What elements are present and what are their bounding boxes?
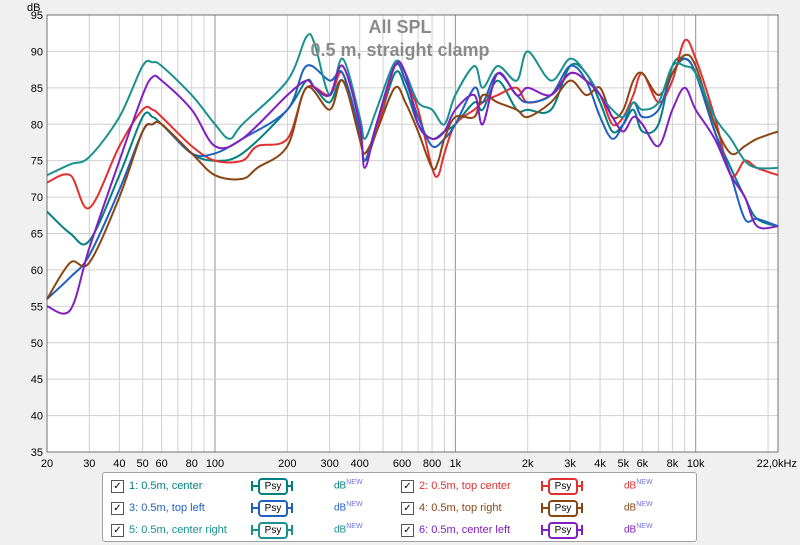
db-new-label: dBNEW bbox=[624, 501, 653, 514]
x-tick-label: 300 bbox=[320, 458, 338, 470]
legend-label: 3: 0.5m, top left bbox=[129, 502, 205, 514]
x-tick-label: 60 bbox=[156, 458, 168, 470]
psy-label: Psy bbox=[258, 478, 288, 495]
db-new-label: dBNEW bbox=[334, 523, 363, 536]
psy-smoothing-button[interactable]: Psy bbox=[541, 521, 583, 539]
x-tick-label: 10k bbox=[687, 458, 705, 470]
psy-smoothing-button[interactable]: Psy bbox=[251, 477, 293, 495]
psy-smoothing-button[interactable]: Psy bbox=[251, 499, 293, 517]
legend-item-4: ✓ 4: 0.5m, top right Psy dBNEW bbox=[401, 499, 686, 519]
y-tick-label: 90 bbox=[31, 46, 43, 58]
x-tick-label: 50 bbox=[137, 458, 149, 470]
x-tick-label: 400 bbox=[351, 458, 369, 470]
series-visible-checkbox[interactable]: ✓ bbox=[401, 480, 414, 493]
x-tick-label: 40 bbox=[113, 458, 125, 470]
series-visible-checkbox[interactable]: ✓ bbox=[111, 502, 124, 515]
series-visible-checkbox[interactable]: ✓ bbox=[401, 524, 414, 537]
x-tick-label: 4k bbox=[594, 458, 606, 470]
x-tick-label: 5k bbox=[618, 458, 630, 470]
legend: ✓ 1: 0.5m, center Psy dBNEW ✓ 2: 0.5m, top ce… bbox=[102, 472, 697, 542]
psy-label: Psy bbox=[258, 500, 288, 517]
x-tick-label: 20 bbox=[41, 458, 53, 470]
psy-smoothing-button[interactable]: Psy bbox=[251, 521, 293, 539]
y-axis-label: dB bbox=[27, 2, 40, 14]
series-visible-checkbox[interactable]: ✓ bbox=[111, 480, 124, 493]
db-new-label: dBNEW bbox=[624, 479, 653, 492]
y-tick-label: 45 bbox=[31, 374, 43, 386]
series-line-5 bbox=[46, 32, 779, 177]
psy-label: Psy bbox=[548, 522, 578, 539]
legend-label: 1: 0.5m, center bbox=[129, 480, 203, 492]
x-tick-label: 1k bbox=[450, 458, 462, 470]
series-visible-checkbox[interactable]: ✓ bbox=[401, 502, 414, 515]
x-tick-label: 800 bbox=[423, 458, 441, 470]
chart-subtitle: 0.5 m, straight clamp bbox=[310, 40, 489, 60]
x-tick-label: 6k bbox=[637, 458, 649, 470]
chart-title: All SPL bbox=[368, 17, 431, 37]
db-new-label: dBNEW bbox=[624, 523, 653, 536]
legend-item-2: ✓ 2: 0.5m, top center Psy dBNEW bbox=[401, 477, 686, 497]
y-tick-label: 55 bbox=[31, 301, 43, 313]
series-line-6 bbox=[46, 61, 779, 315]
legend-label: 4: 0.5m, top right bbox=[419, 502, 502, 514]
legend-item-6: ✓ 6: 0.5m, center left Psy dBNEW bbox=[401, 521, 686, 541]
x-tick-label: 30 bbox=[83, 458, 95, 470]
x-tick-label: 3k bbox=[564, 458, 576, 470]
y-tick-label: 35 bbox=[31, 447, 43, 459]
spl-chart: 35 40 45 50 55 60 65 70 75 80 85 90 95 20 30 40 50 60 80 10… bbox=[27, 2, 797, 470]
x-tick-label: 100 bbox=[206, 458, 224, 470]
y-tick-label: 70 bbox=[31, 192, 43, 204]
x-tick-label: 600 bbox=[393, 458, 411, 470]
legend-item-5: ✓ 5: 0.5m, center right Psy dBNEW bbox=[111, 521, 396, 541]
y-tick-label: 85 bbox=[31, 83, 43, 95]
legend-item-3: ✓ 3: 0.5m, top left Psy dBNEW bbox=[111, 499, 396, 519]
series-line-3 bbox=[46, 57, 779, 300]
legend-label: 2: 0.5m, top center bbox=[419, 480, 511, 492]
y-tick-label: 95 bbox=[31, 10, 43, 22]
series-lines bbox=[46, 32, 779, 315]
psy-smoothing-button[interactable]: Psy bbox=[541, 499, 583, 517]
series-visible-checkbox[interactable]: ✓ bbox=[111, 524, 124, 537]
y-tick-label: 65 bbox=[31, 229, 43, 241]
axis-ticks: 35 40 45 50 55 60 65 70 75 80 85 90 95 20 30 40 50 60 80 10… bbox=[31, 10, 705, 470]
x-axis-unit-label: 22,0kHz bbox=[757, 458, 797, 470]
y-tick-label: 80 bbox=[31, 119, 43, 131]
y-tick-label: 50 bbox=[31, 338, 43, 350]
legend-item-1: ✓ 1: 0.5m, center Psy dBNEW bbox=[111, 477, 396, 497]
psy-label: Psy bbox=[548, 478, 578, 495]
x-tick-label: 8k bbox=[667, 458, 679, 470]
x-tick-label: 200 bbox=[278, 458, 296, 470]
y-tick-label: 75 bbox=[31, 156, 43, 168]
db-new-label: dBNEW bbox=[334, 479, 363, 492]
plot-frame bbox=[46, 14, 779, 453]
y-tick-label: 40 bbox=[31, 411, 43, 423]
psy-smoothing-button[interactable]: Psy bbox=[541, 477, 583, 495]
db-new-label: dBNEW bbox=[334, 501, 363, 514]
legend-label: 5: 0.5m, center right bbox=[129, 524, 227, 536]
y-tick-label: 60 bbox=[31, 265, 43, 277]
psy-label: Psy bbox=[548, 500, 578, 517]
x-tick-label: 80 bbox=[186, 458, 198, 470]
legend-label: 6: 0.5m, center left bbox=[419, 524, 511, 536]
x-tick-label: 2k bbox=[522, 458, 534, 470]
psy-label: Psy bbox=[258, 522, 288, 539]
